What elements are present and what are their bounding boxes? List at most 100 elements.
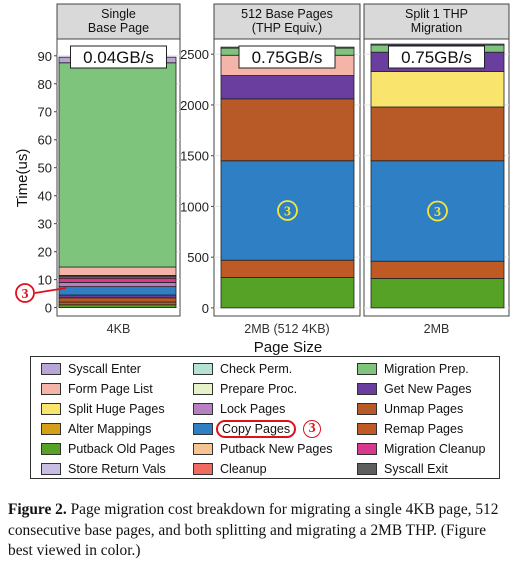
copy-callout-number: 3 bbox=[434, 205, 441, 220]
legend-swatch bbox=[193, 383, 213, 395]
y-tick-label: 0 bbox=[202, 301, 209, 316]
legend-label: Syscall Enter bbox=[68, 362, 141, 376]
legend-swatch bbox=[41, 443, 61, 455]
legend-swatch bbox=[193, 403, 213, 415]
bar-segment bbox=[58, 282, 177, 288]
y-tick-label: 10 bbox=[38, 273, 52, 288]
legend-item: Remap Pages bbox=[357, 419, 463, 439]
legend-callout: 3 bbox=[303, 420, 322, 438]
bar-segment bbox=[220, 160, 355, 261]
legend-item: Migration Prep. bbox=[357, 359, 469, 379]
bar-segment bbox=[58, 62, 177, 268]
legend-label: Unmap Pages bbox=[384, 402, 464, 416]
caption-text: Page migration cost breakdown for migrat… bbox=[8, 501, 499, 559]
throughput-label: 0.04GB/s bbox=[83, 48, 154, 67]
panel-title-line: Base Page bbox=[88, 21, 149, 35]
legend-item: Copy Pages 3 bbox=[193, 419, 322, 439]
legend-item: Lock Pages bbox=[193, 399, 285, 419]
bar-segment bbox=[58, 286, 177, 296]
callout-arrow bbox=[34, 287, 67, 294]
legend-label: Form Page List bbox=[68, 382, 153, 396]
legend-label: Putback Old Pages bbox=[68, 442, 176, 456]
panel-title-strip bbox=[56, 3, 181, 40]
legend-item: Unmap Pages bbox=[357, 399, 463, 419]
panel-title-strip bbox=[363, 3, 510, 40]
legend-swatch bbox=[41, 423, 61, 435]
y-tick-label: 2500 bbox=[180, 47, 209, 62]
throughput-box bbox=[388, 45, 485, 69]
legend-item: Putback Old Pages bbox=[41, 439, 175, 459]
y-tick-label: 1000 bbox=[180, 199, 209, 214]
x-category-label: 2MB (512 4KB) bbox=[244, 322, 329, 336]
panel-2: 512 Base Pages(THP Equiv.) 0 500 1000 1500 20… bbox=[180, 3, 361, 336]
legend-label: Cleanup bbox=[220, 462, 267, 476]
legend-label: Get New Pages bbox=[384, 382, 472, 396]
y-axis-label: Time(us) bbox=[14, 149, 31, 208]
y-tick-label: 60 bbox=[38, 133, 52, 148]
bar-segment bbox=[220, 75, 355, 100]
legend-item: Migration Cleanup bbox=[357, 439, 485, 459]
legend-item: Check Perm. bbox=[193, 359, 292, 379]
bar-segment bbox=[370, 278, 505, 309]
legend-label: Putback New Pages bbox=[220, 442, 333, 456]
legend-swatch bbox=[41, 403, 61, 415]
throughput-box bbox=[70, 45, 167, 69]
legend-item: Alter Mappings bbox=[41, 419, 151, 439]
panel-title-line: 512 Base Pages bbox=[241, 7, 333, 21]
legend-swatch bbox=[357, 363, 377, 375]
panel-title-line: Split 1 THP bbox=[405, 7, 468, 21]
legend-item: Putback New Pages bbox=[193, 439, 333, 459]
bar-segment bbox=[370, 43, 505, 46]
legend-label: Alter Mappings bbox=[68, 422, 152, 436]
legend-label: Prepare Proc. bbox=[220, 382, 298, 396]
copy-callout-ring bbox=[277, 200, 298, 221]
y-tick-label: 1500 bbox=[180, 149, 209, 164]
y-tick-label: 500 bbox=[187, 250, 209, 265]
panel-title-line: (THP Equiv.) bbox=[252, 21, 322, 35]
legend-label: Store Return Vals bbox=[68, 462, 166, 476]
legend-swatch bbox=[193, 443, 213, 455]
x-category-label: 4KB bbox=[107, 322, 131, 336]
legend-label: Split Huge Pages bbox=[68, 402, 165, 416]
legend-label: Migration Prep. bbox=[384, 362, 469, 376]
bar-segment bbox=[220, 259, 355, 278]
legend-item: Get New Pages bbox=[357, 379, 472, 399]
bar-segment bbox=[58, 294, 177, 299]
y-tick-label: 80 bbox=[38, 77, 52, 92]
legend-label: Copy Pages bbox=[216, 420, 297, 438]
legend-item: Syscall Enter bbox=[41, 359, 141, 379]
x-category-label: 2MB bbox=[424, 322, 450, 336]
y-tick-label: 90 bbox=[38, 49, 52, 64]
legend-item: Cleanup bbox=[193, 459, 267, 479]
legend-item: Form Page List bbox=[41, 379, 153, 399]
bar-segment bbox=[58, 277, 177, 283]
legend-swatch bbox=[357, 403, 377, 415]
y-tick-label: 20 bbox=[38, 245, 52, 260]
copy-callout-number: 3 bbox=[284, 204, 291, 219]
x-axis-label: Page Size bbox=[254, 339, 322, 356]
legend-swatch bbox=[357, 383, 377, 395]
legend-swatch bbox=[357, 463, 377, 475]
legend-swatch bbox=[357, 443, 377, 455]
caption-label: Figure 2. bbox=[8, 501, 67, 518]
legend-swatch bbox=[193, 463, 213, 475]
bar-segment bbox=[220, 98, 355, 162]
legend-label: Remap Pages bbox=[384, 422, 464, 436]
legend-item: Store Return Vals bbox=[41, 459, 166, 479]
y-tick-label: 50 bbox=[38, 161, 52, 176]
legend-swatch bbox=[41, 463, 61, 475]
legend-label: Lock Pages bbox=[220, 402, 286, 416]
callout-ring bbox=[15, 283, 35, 303]
throughput-box bbox=[238, 45, 336, 69]
legend-label: Check Perm. bbox=[220, 362, 293, 376]
legend-item: Prepare Proc. bbox=[193, 379, 297, 399]
bar-segment bbox=[220, 277, 355, 309]
legend-swatch bbox=[41, 383, 61, 395]
y-tick-label: 30 bbox=[38, 217, 52, 232]
panel-title-line: Migration bbox=[411, 21, 462, 35]
bar-segment bbox=[58, 304, 177, 309]
